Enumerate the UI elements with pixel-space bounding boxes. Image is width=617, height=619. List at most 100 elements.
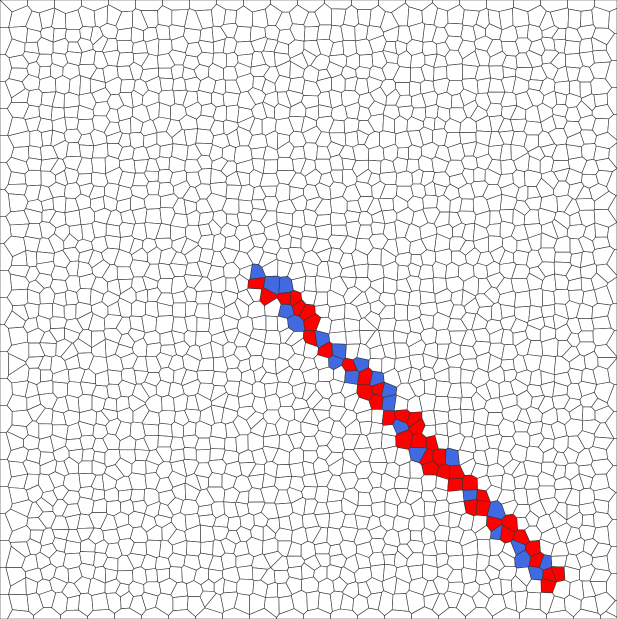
voronoi-cell [141, 314, 158, 334]
voronoi-cell [0, 486, 13, 514]
voronoi-cell [606, 573, 617, 601]
voronoi-cell [420, 474, 437, 492]
voronoi-cell [580, 9, 594, 28]
voronoi-cell [238, 199, 254, 215]
voronoi-cell [300, 224, 318, 239]
voronoi-cell [104, 234, 121, 250]
voronoi-cell [63, 105, 79, 119]
voronoi-cell [251, 314, 267, 331]
voronoi-cell [528, 288, 544, 308]
voronoi-cell [448, 366, 462, 385]
voronoi-cell [301, 576, 320, 594]
voronoi-cell [355, 66, 371, 80]
voronoi-cell [329, 196, 348, 215]
voronoi-cell [64, 209, 82, 227]
voronoi-cell [78, 207, 95, 226]
voronoi-cell [462, 489, 478, 502]
voronoi-cell [577, 330, 594, 343]
voronoi-cell [81, 0, 109, 12]
voronoi-cell [172, 595, 189, 612]
voronoi-cell [410, 432, 427, 449]
voronoi-cell [303, 26, 320, 42]
voronoi-cell [514, 290, 532, 308]
voronoi-cell [225, 367, 242, 382]
voronoi-cell [460, 408, 475, 424]
voronoi-cell [433, 395, 451, 413]
voronoi-cell [0, 135, 15, 163]
voronoi-cell [303, 142, 318, 161]
voronoi-cell [554, 251, 572, 263]
voronoi-cell [607, 195, 617, 223]
voronoi-cell [424, 104, 439, 119]
voronoi-cell [578, 37, 594, 54]
voronoi-cell [422, 40, 438, 57]
voronoi-cell [607, 519, 617, 547]
voronoi-cell [195, 449, 211, 464]
voronoi-cell [606, 168, 617, 196]
voronoi-cell [275, 464, 292, 479]
voronoi-cell [116, 40, 134, 54]
voronoi-cell [146, 180, 161, 196]
voronoi-cell [605, 60, 617, 88]
voronoi-cell [352, 144, 370, 161]
voronoi-cell [29, 129, 44, 148]
voronoi-cell [297, 0, 325, 13]
voronoi-cell [606, 276, 617, 304]
voronoi-cell [264, 330, 282, 345]
voronoi-cell [324, 0, 352, 10]
voronoi-cell [317, 366, 334, 383]
voronoi-cell [260, 342, 281, 361]
voronoi-cell [288, 462, 305, 478]
voronoi-cell [445, 261, 460, 279]
voronoi-cell [64, 540, 81, 555]
voronoi-cell [184, 76, 201, 92]
voronoi-cell [208, 472, 223, 488]
voronoi-cell [216, 0, 244, 11]
voronoi-cell [145, 568, 158, 583]
voronoi-cell [306, 590, 320, 612]
voronoi-cell [344, 130, 359, 148]
voronoi-cell [189, 0, 217, 11]
voronoi-cell [304, 275, 317, 292]
voronoi-cell [567, 0, 595, 12]
voronoi-cell [0, 270, 12, 298]
voronoi-cell [159, 77, 174, 92]
voronoi-cell [145, 208, 162, 225]
voronoi-cell [606, 546, 617, 574]
voronoi-cell [155, 24, 171, 40]
voronoi-cell [512, 249, 530, 266]
voronoi-cell [462, 474, 478, 491]
voronoi-cell [351, 0, 379, 10]
voronoi-cell [433, 409, 450, 425]
voronoi-cell [314, 485, 330, 504]
voronoi-cell [328, 331, 347, 345]
voronoi-cell [28, 145, 42, 161]
voronoi-cell [393, 475, 410, 490]
voronoi-cell [236, 565, 254, 580]
voronoi-cell [407, 477, 424, 493]
voronoi-cell [290, 236, 302, 249]
voronoi-cell [143, 194, 162, 210]
voronoi-cell [606, 438, 617, 466]
voronoi-cell [63, 91, 80, 109]
voronoi-cell [179, 498, 200, 516]
voronoi-cell [395, 170, 414, 187]
voronoi-cell [211, 371, 228, 387]
voronoi-cell [81, 448, 95, 462]
voronoi-cell [275, 182, 291, 203]
voronoi-cell [550, 555, 568, 568]
voronoi-cell [49, 316, 68, 330]
voronoi-cell [115, 27, 132, 41]
voronoi-cell [78, 460, 93, 475]
voronoi-cell [330, 608, 358, 619]
voronoi-cell [64, 28, 81, 43]
voronoi-cell [418, 264, 435, 280]
voronoi-cell [39, 369, 54, 383]
voronoi-cell [606, 465, 617, 493]
voronoi-cell [331, 224, 349, 237]
voronoi-cell [581, 406, 596, 422]
voronoi-cell [407, 515, 425, 532]
voronoi-cell [91, 157, 106, 175]
voronoi-cell [79, 144, 95, 159]
